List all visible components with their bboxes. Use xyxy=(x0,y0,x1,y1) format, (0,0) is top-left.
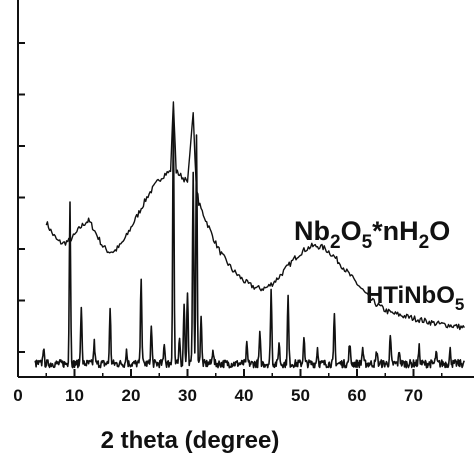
x-axis-ticks: 0 10 20 30 40 50 60 70 xyxy=(13,369,443,405)
x-tick-label-60: 60 xyxy=(348,386,367,405)
x-tick-label-40: 40 xyxy=(235,386,254,405)
x-tick-label-50: 50 xyxy=(291,386,310,405)
y-axis-ticks xyxy=(18,42,25,353)
series-label-htinbo5: HTiNbO5 xyxy=(366,282,464,314)
x-tick-label-20: 20 xyxy=(122,386,141,405)
x-tick-label-70: 70 xyxy=(404,386,423,405)
x-axis-title: 2 theta (degree) xyxy=(101,427,280,454)
series-label-nb2o5-nh2o: Nb2O5*nH2O xyxy=(294,216,450,253)
x-tick-label-0: 0 xyxy=(13,386,22,405)
series-labels: Nb2O5*nH2O HTiNbO5 xyxy=(294,216,464,314)
series-line-nb2o5-nh2o xyxy=(45,101,465,331)
plot-area xyxy=(34,101,466,369)
x-tick-label-10: 10 xyxy=(65,386,84,405)
series-line-htinbo5 xyxy=(34,109,466,369)
x-tick-label-30: 30 xyxy=(178,386,197,405)
